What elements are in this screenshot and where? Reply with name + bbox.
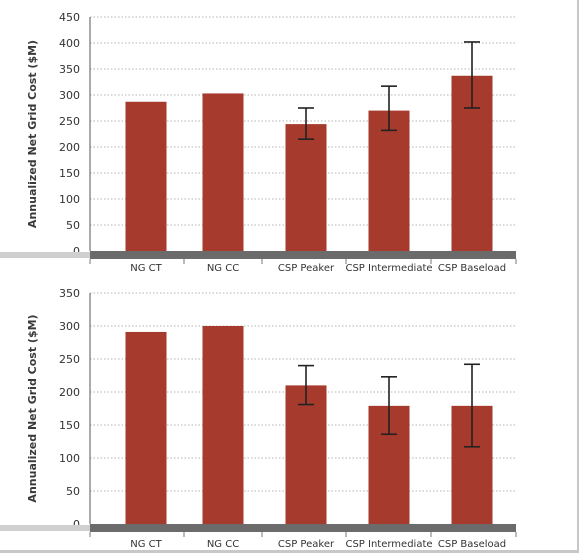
bar-ng-cc	[202, 93, 244, 251]
y-tick-label: 50	[66, 485, 80, 498]
bottom-chart: 0 50 100 150 200 250 300 350 Annualized Net Grid…	[0, 287, 517, 550]
y-tick-label: 0	[73, 245, 80, 258]
axis-extension	[0, 252, 90, 258]
y-tick-label: 150	[59, 419, 80, 432]
x-category-label: NG CT	[130, 539, 162, 550]
x-axis-baseline	[90, 251, 516, 259]
bar-ng-ct	[125, 331, 167, 524]
bar-csp-peaker	[285, 124, 327, 251]
y-tick-label: 100	[59, 452, 80, 465]
x-category-label: CSP Baseload	[438, 539, 506, 550]
y-tick-label: 350	[59, 63, 80, 76]
x-category-label: CSP Peaker	[278, 539, 335, 550]
y-tick-label: 150	[59, 167, 80, 180]
x-category-label: CSP Peaker	[278, 263, 335, 274]
frame-edge-bottom	[0, 550, 579, 553]
y-tick-label: 350	[59, 287, 80, 300]
y-tick-label: 300	[59, 320, 80, 333]
y-tick-label: 50	[66, 219, 80, 232]
x-category-label: CSP Intermediate	[345, 539, 432, 550]
bar-ng-cc	[202, 326, 244, 524]
error-bar	[381, 376, 397, 436]
bar-ng-ct	[125, 101, 167, 251]
y-axis-title: Annualized Net Grid Cost ($M)	[26, 314, 39, 502]
y-tick-label: 400	[59, 37, 80, 50]
x-category-label: CSP Intermediate	[345, 263, 432, 274]
y-axis-title: Annualized Net Grid Cost ($M)	[26, 40, 39, 228]
y-tick-label: 200	[59, 141, 80, 154]
y-tick-label: 300	[59, 89, 80, 102]
error-bar	[381, 85, 397, 132]
y-tick-label: 450	[59, 11, 80, 24]
bar-csp-peaker	[285, 385, 327, 524]
top-chart: 0 50 100 150 200 250 300 350 400 450 Annualized Ne…	[0, 11, 517, 274]
y-tick-label: 250	[59, 115, 80, 128]
error-bar	[298, 107, 314, 140]
axis-extension	[0, 525, 90, 531]
x-category-label: NG CC	[207, 539, 239, 550]
y-tick-label: 200	[59, 386, 80, 399]
x-category-label: NG CT	[130, 263, 162, 274]
x-category-label: NG CC	[207, 263, 239, 274]
x-axis-baseline	[90, 524, 516, 532]
y-tick-label: 100	[59, 193, 80, 206]
y-tick-label: 0	[73, 518, 80, 531]
error-bar	[464, 41, 480, 109]
y-tick-label: 250	[59, 353, 80, 366]
x-category-label: CSP Baseload	[438, 263, 506, 274]
error-bar	[298, 364, 314, 406]
bar-csp-intermediate	[368, 110, 410, 251]
error-bar	[464, 363, 480, 448]
frame-edge-right	[577, 0, 579, 553]
